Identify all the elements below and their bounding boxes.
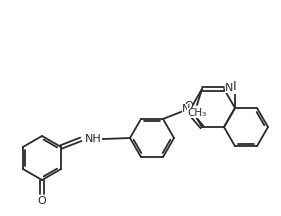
Text: O: O (185, 101, 193, 111)
Text: CH₃: CH₃ (187, 108, 207, 118)
Text: O: O (38, 196, 46, 206)
Text: N: N (182, 104, 190, 114)
Text: I: I (233, 81, 237, 94)
Text: N: N (225, 83, 233, 93)
Text: NH: NH (85, 134, 102, 144)
